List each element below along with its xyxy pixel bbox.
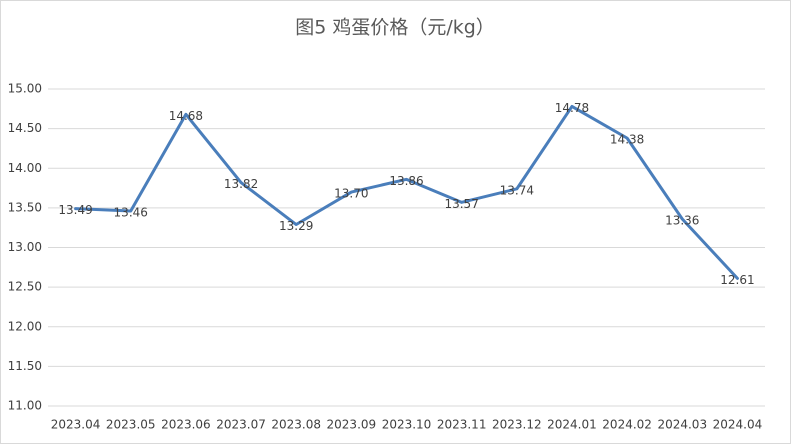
y-tick-label: 12.50 — [8, 280, 42, 294]
data-line — [74, 104, 739, 280]
x-tick-label: 2023.04 — [51, 418, 101, 432]
data-label: 13.70 — [334, 187, 368, 201]
data-label: 13.49 — [58, 203, 92, 217]
y-tick-label: 13.00 — [8, 240, 42, 254]
y-tick-label: 12.00 — [8, 319, 42, 333]
data-label: 13.46 — [114, 206, 148, 220]
data-label: 14.68 — [169, 109, 203, 123]
data-label: 12.61 — [720, 273, 754, 287]
y-tick-label: 14.50 — [8, 121, 42, 135]
x-tick-label: 2024.01 — [547, 418, 597, 432]
data-label: 13.57 — [444, 197, 478, 211]
x-tick-label: 2023.05 — [106, 418, 156, 432]
x-tick-label: 2023.06 — [161, 418, 211, 432]
data-label: 14.78 — [555, 101, 589, 115]
data-label: 13.86 — [389, 174, 423, 188]
x-tick-label: 2023.07 — [216, 418, 266, 432]
y-tick-label: 15.00 — [8, 82, 42, 96]
x-tick-label: 2024.03 — [657, 418, 707, 432]
data-label: 13.82 — [224, 177, 258, 191]
y-tick-label: 14.00 — [8, 161, 42, 175]
y-tick-label: 13.50 — [8, 200, 42, 214]
chart-title: 图5 鸡蛋价格（元/kg） — [295, 17, 495, 39]
data-label: 13.36 — [665, 213, 699, 227]
y-tick-label: 11.00 — [8, 399, 42, 413]
x-tick-label: 2023.12 — [492, 418, 542, 432]
y-tick-label: 11.50 — [8, 359, 42, 373]
x-tick-label: 2023.11 — [437, 418, 487, 432]
data-label: 13.29 — [279, 219, 313, 233]
x-tick-label: 2024.02 — [602, 418, 652, 432]
data-label: 13.74 — [500, 183, 534, 197]
x-tick-label: 2023.09 — [327, 418, 377, 432]
x-tick-label: 2023.10 — [382, 418, 432, 432]
x-tick-label: 2024.04 — [713, 418, 763, 432]
data-label: 14.38 — [610, 133, 644, 147]
x-tick-label: 2023.08 — [271, 418, 321, 432]
